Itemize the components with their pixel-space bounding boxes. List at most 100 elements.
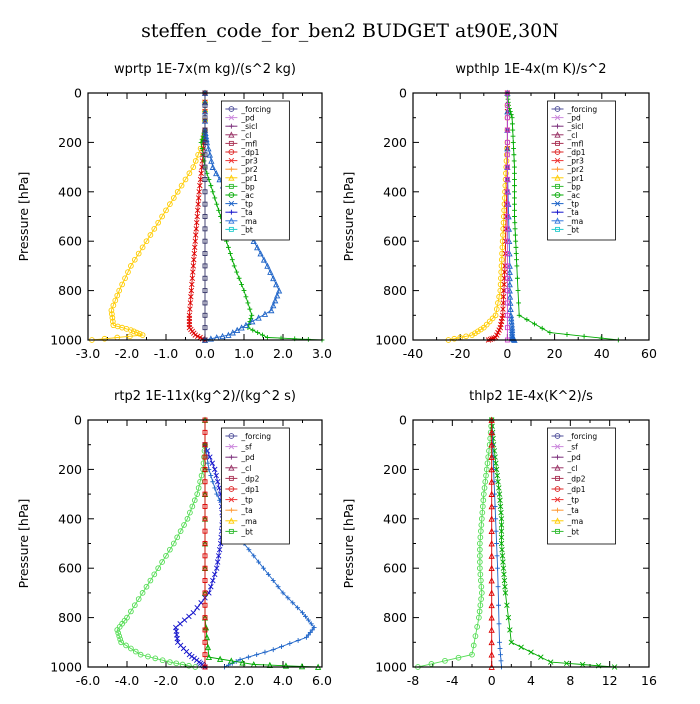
data-point (501, 577, 508, 584)
legend-entry: _forcing (567, 105, 598, 114)
data-point (202, 516, 208, 522)
legend-marker (228, 507, 234, 513)
data-point (514, 263, 520, 269)
data-point (151, 571, 158, 578)
data-point (190, 609, 197, 616)
data-point (249, 318, 256, 325)
data-point (260, 256, 268, 263)
data-point (254, 652, 260, 658)
data-point (475, 328, 481, 335)
data-point (488, 423, 495, 430)
y-tick-label: 200 (383, 135, 407, 150)
data-point (209, 163, 216, 170)
y-tick-label: 800 (58, 283, 82, 298)
legend-entry: _forcing (567, 432, 598, 441)
data-point (513, 238, 519, 244)
data-point (254, 243, 261, 251)
data-point (151, 226, 158, 232)
x-tick-label: 16 (641, 673, 657, 688)
legend: _forcing _sf_pd _cl_dp2 _dp1 _tp_ta _ma_bt (220, 427, 290, 545)
legend-marker (228, 149, 235, 155)
chart-panel-3: rtp2 1E-11x(kg^2)/(kg^2 s) Pressure [hPa]… (16, 389, 332, 688)
data-point (229, 257, 235, 263)
data-point (500, 565, 507, 571)
data-point (488, 503, 495, 510)
data-point (249, 312, 255, 318)
data-point (512, 164, 517, 170)
legend-entry: _ac (567, 191, 580, 200)
data-point (273, 281, 280, 288)
data-point (117, 636, 124, 643)
data-point (202, 615, 208, 621)
data-point (476, 608, 483, 615)
legend-entry: _forcing (240, 432, 271, 441)
data-point (193, 226, 199, 232)
data-point (189, 503, 196, 510)
data-point (493, 306, 500, 312)
data-point (478, 577, 484, 584)
legend-entry: _pr1 (240, 174, 258, 183)
data-point (189, 275, 196, 281)
data-point (547, 330, 553, 335)
legend-marker (555, 209, 560, 215)
data-point (108, 307, 115, 314)
data-point (497, 497, 503, 503)
legend-marker (228, 131, 235, 138)
data-point (497, 287, 504, 294)
legend-marker (554, 106, 561, 112)
series-forcing (202, 90, 208, 343)
data-point (504, 238, 510, 244)
legend-marker (555, 166, 560, 172)
data-point (202, 288, 208, 294)
legend-marker (554, 174, 561, 181)
data-point (488, 564, 495, 572)
data-point (463, 333, 469, 340)
y-tick-label: 0 (399, 86, 407, 101)
data-point (476, 614, 482, 621)
legend-entry: _dp1 (567, 485, 586, 494)
data-point (205, 653, 213, 660)
y-tick-label: 1000 (375, 333, 407, 348)
data-point (272, 297, 279, 304)
data-point (504, 214, 510, 219)
data-point (174, 188, 181, 195)
data-point (210, 189, 216, 195)
y-axis-label: Pressure [hPa] (16, 172, 31, 262)
data-point (119, 281, 125, 288)
data-point (488, 651, 495, 658)
data-point (280, 590, 286, 596)
data-point (488, 465, 495, 473)
y-tick-label: 400 (383, 184, 407, 199)
data-point (488, 626, 495, 633)
legend-marker (228, 517, 235, 524)
data-point (190, 269, 196, 275)
data-point (518, 644, 524, 650)
data-point (482, 478, 489, 485)
data-point (110, 302, 117, 309)
data-point (202, 578, 208, 583)
data-point (493, 466, 500, 473)
data-point (202, 214, 208, 219)
data-point (496, 293, 502, 300)
data-point (477, 552, 483, 559)
legend-marker (228, 140, 234, 146)
y-tick-label: 0 (399, 413, 407, 428)
legend-entry: _bp (240, 182, 255, 191)
data-point (205, 460, 211, 466)
legend-entry: _pr1 (567, 174, 585, 183)
legend-marker (228, 226, 234, 232)
data-point (139, 332, 146, 338)
data-point (202, 504, 208, 509)
legend-entry: _bt (567, 527, 580, 536)
data-point (512, 201, 517, 207)
data-point (202, 590, 208, 596)
data-point (159, 213, 165, 220)
y-tick-label: 1000 (375, 660, 407, 675)
legend-entry: _tp (567, 200, 580, 209)
legend-entry: _sf (240, 443, 252, 452)
data-point (181, 617, 188, 623)
x-tick-label: 6.0 (312, 673, 332, 688)
data-point (488, 540, 495, 547)
data-point (159, 559, 165, 565)
data-point (214, 201, 220, 207)
